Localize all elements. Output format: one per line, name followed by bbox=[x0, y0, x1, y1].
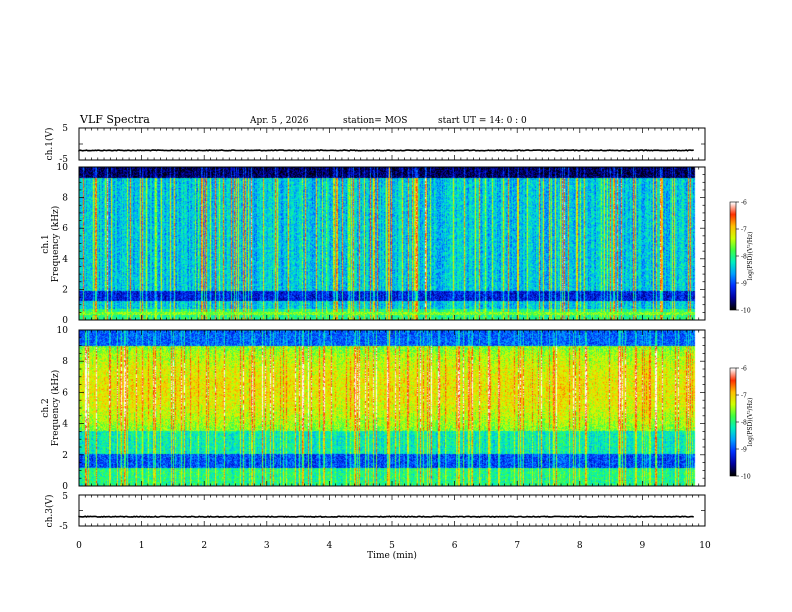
ch3-ytick-bottom: -5 bbox=[59, 522, 68, 532]
ch1-spectrogram-ytick-labels: 0 2 4 6 8 10 bbox=[57, 163, 69, 326]
ch1-colorbar bbox=[730, 202, 736, 310]
time-tick-label: 9 bbox=[640, 541, 646, 551]
ch1-ytick-bottom: -5 bbox=[59, 155, 68, 165]
time-tick-label: 8 bbox=[577, 541, 583, 551]
colorbar-tick-label: -9 bbox=[741, 447, 747, 454]
ch1-ytick-top: 5 bbox=[62, 124, 68, 134]
ch1-spectrogram-ylabel: Frequency (kHz) bbox=[50, 206, 61, 283]
ch1-spectrogram-ytick-label: 0 bbox=[62, 316, 68, 326]
colorbar-tick-label: -6 bbox=[741, 366, 747, 373]
ch1-voltage-xticks bbox=[78, 127, 706, 161]
ch1-spectrogram-ytick-label: 6 bbox=[62, 224, 68, 234]
ch3-voltage-xticks bbox=[78, 494, 706, 527]
ch3-voltage-trace bbox=[78, 515, 694, 519]
ch1-spectrogram-image bbox=[79, 167, 705, 320]
time-axis-tick-labels: 0 1 2 3 4 5 6 7 8 9 10 bbox=[76, 541, 711, 551]
ch1-spectrogram-ytick-label: 8 bbox=[62, 194, 68, 204]
ch2-spectrogram-ytick-label: 6 bbox=[62, 388, 68, 398]
ch1-spectrogram-ticks bbox=[78, 166, 706, 321]
time-tick-label: 4 bbox=[327, 541, 333, 551]
ch2-spectrogram-ytick-label: 2 bbox=[62, 451, 68, 461]
time-tick-label: 2 bbox=[201, 541, 207, 551]
time-tick-label: 10 bbox=[699, 541, 711, 551]
ch3-voltage-ylabel: ch.3(V) bbox=[44, 495, 55, 528]
station-label: station= MOS bbox=[343, 116, 407, 126]
ch2-spectrogram-channel-label: ch.2 bbox=[41, 398, 51, 417]
time-axis-label: Time (min) bbox=[367, 550, 417, 561]
ch2-colorbar-label: log(PSD)(V²/Hz) bbox=[747, 398, 754, 447]
time-tick-label: 5 bbox=[389, 541, 395, 551]
ch2-spectrogram-ylabel: Frequency (kHz) bbox=[50, 370, 61, 447]
figure-title: VLF Spectra bbox=[79, 113, 150, 126]
ch3-voltage-panel: 5 -5 ch.3(V) bbox=[44, 492, 706, 532]
date-label: Apr. 5 , 2026 bbox=[249, 116, 309, 126]
time-tick-label: 0 bbox=[76, 541, 82, 551]
ch1-colorbar-ticks: -6 -7 -8 -9 -10 bbox=[736, 200, 751, 315]
ch2-spectrogram-ytick-label: 4 bbox=[62, 420, 68, 430]
colorbar-tick-label: -6 bbox=[741, 200, 747, 207]
time-tick-label: 3 bbox=[264, 541, 270, 551]
ch1-spectrogram-ytick-label: 4 bbox=[62, 255, 68, 265]
ch1-spectrogram-ytick-label: 10 bbox=[57, 163, 69, 173]
ch2-spectrogram-ytick-labels: 0 2 4 6 8 10 bbox=[57, 326, 69, 492]
ch2-colorbar-ticks: -6 -7 -8 -9 -10 bbox=[736, 366, 751, 481]
ch1-spectrogram-channel-label: ch.1 bbox=[41, 234, 51, 253]
start-time-label: start UT = 14: 0 : 0 bbox=[438, 116, 527, 126]
ch1-spectrogram-panel: 0 2 4 6 8 10 ch.1 Frequency (kHz) -6 -7 -8 -9 -10… bbox=[41, 163, 754, 326]
ch2-spectrogram-ytick-label: 8 bbox=[62, 357, 68, 367]
ch1-voltage-ylabel: ch.1(V) bbox=[44, 128, 55, 161]
colorbar-tick-label: -10 bbox=[741, 474, 751, 481]
ch1-spectrogram-ytick-label: 2 bbox=[62, 285, 68, 295]
time-tick-label: 6 bbox=[452, 541, 458, 551]
ch2-spectrogram-ticks bbox=[78, 329, 706, 487]
ch2-colorbar bbox=[730, 368, 736, 476]
colorbar-tick-label: -7 bbox=[741, 227, 747, 234]
colorbar-tick-label: -9 bbox=[741, 281, 747, 288]
colorbar-tick-label: -10 bbox=[741, 308, 751, 315]
ch1-colorbar-label: log(PSD)(V²/Hz) bbox=[747, 232, 754, 281]
time-tick-label: 7 bbox=[514, 541, 520, 551]
colorbar-tick-label: -8 bbox=[741, 254, 747, 261]
ch2-spectrogram-ytick-label: 0 bbox=[62, 482, 68, 492]
ch1-voltage-trace bbox=[78, 149, 694, 152]
ch2-spectrogram-image bbox=[79, 330, 705, 486]
colorbar-tick-label: -8 bbox=[741, 420, 747, 427]
time-tick-label: 1 bbox=[139, 541, 145, 551]
colorbar-tick-label: -7 bbox=[741, 393, 747, 400]
ch1-voltage-panel: 5 -5 ch.1(V) bbox=[44, 124, 706, 165]
ch2-spectrogram-ytick-label: 10 bbox=[57, 326, 69, 336]
ch2-spectrogram-panel: 0 2 4 6 8 10 ch.2 Frequency (kHz) -6 -7 -8 -9 -10… bbox=[41, 326, 754, 492]
ch3-ytick-top: 5 bbox=[62, 492, 68, 502]
